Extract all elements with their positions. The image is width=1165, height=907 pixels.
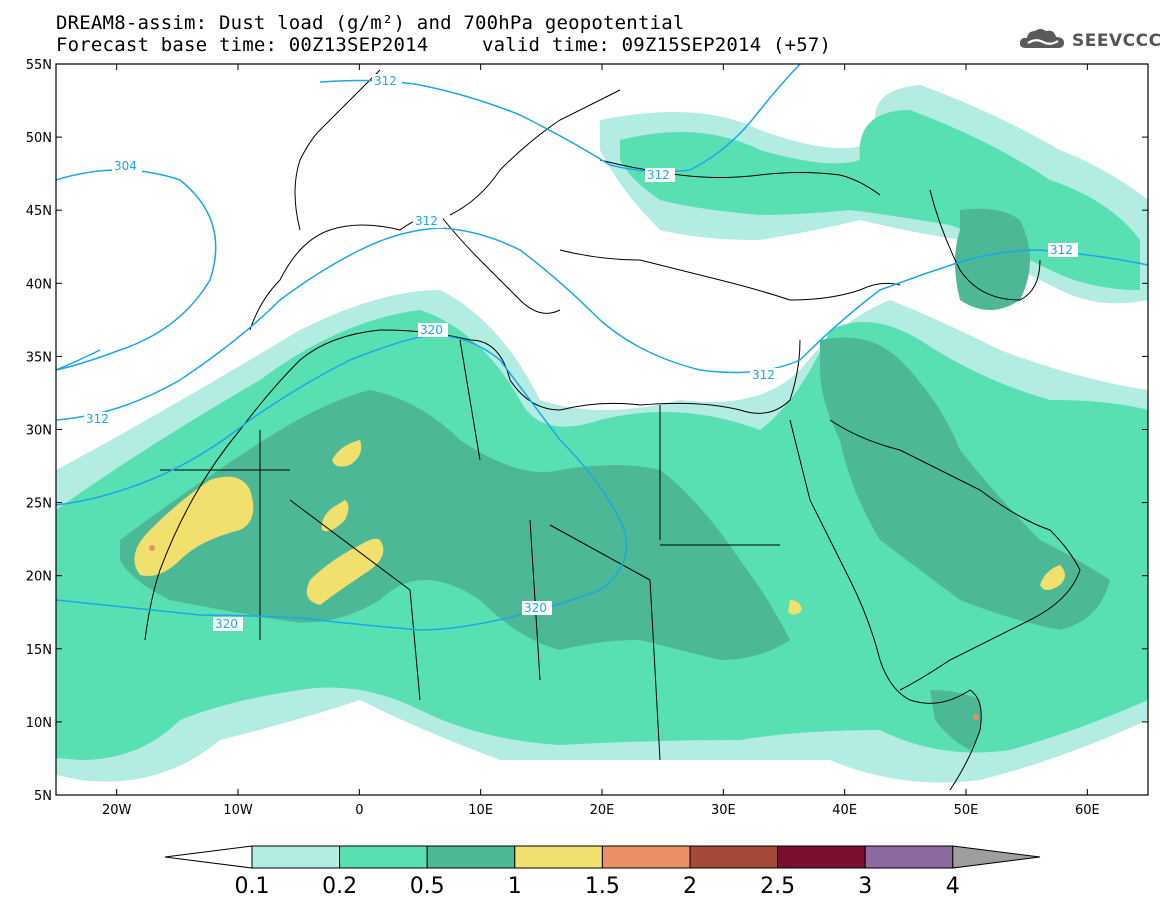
lon-label: 20E [590,803,615,818]
lat-label: 55N [26,58,52,73]
forecast-base-time: Forecast base time: 00Z13SEP2014 [56,34,429,56]
lat-label: 40N [26,277,52,292]
contour-label-312-f: 312 [86,412,109,426]
colorbar-segment [689,845,779,869]
lon-label: 0 [355,803,363,818]
colorbar-arrow-high [952,845,1041,869]
lon-label: 60E [1075,803,1100,818]
colorbar-tick-label: 0.1 [235,874,270,899]
lat-label: 10N [26,716,52,731]
colorbar-tick-label: 0.2 [322,874,357,899]
dust-band-05 [120,208,1110,750]
colorbar-segment [426,845,516,869]
valid-time: valid time: 09Z15SEP2014 (+57) [482,34,832,56]
contour-labels: 304 312 312 320 312 312 312 312 320 320 [84,74,1078,631]
colorbar-tick-label: 2.5 [760,874,795,899]
contour-label-312-b: 312 [415,214,438,228]
latitude-axis: 55N 50N 45N 40N 35N 30N 25N 20N 15N 10N 5N [26,58,1148,804]
colorbar-tick-label: 1.5 [585,874,620,899]
colorbar-tick-label: 2 [683,874,697,899]
colorbar-segment [777,845,866,869]
colorbar-tick-label: 4 [946,874,960,899]
lon-label: 10E [468,803,493,818]
colorbar-arrow-low [164,845,253,869]
lat-label: 35N [26,350,52,365]
colorbar: 0.1 0.2 0.5 1 1.5 2 2.5 3 4 [164,845,1041,899]
dust-fields: 304 312 312 320 312 312 312 312 320 320 [56,64,1148,795]
lon-label: 50E [954,803,979,818]
coastlines [144,69,1081,791]
seevccc-logo: SEEVCCC [1018,26,1162,56]
colorbar-tick-label: 1 [508,874,522,899]
colorbar-segment [514,845,603,869]
contour-label-304: 304 [114,159,137,173]
colorbar-tick-label: 3 [858,874,872,899]
lon-label: 10W [223,803,253,818]
lat-label: 50N [26,131,52,146]
lon-label: 30E [711,803,736,818]
contour-label-312-e: 312 [1050,243,1073,257]
lon-label: 40E [832,803,857,818]
lat-label: 45N [26,204,52,219]
longitude-axis: 20W 10W 0 10E 20E 30E 40E 50E 60E [102,64,1100,818]
lat-label: 15N [26,643,52,658]
colorbar-segment [251,845,341,869]
geopotential-contours [56,64,1148,631]
lat-label: 25N [26,497,52,512]
dust-band-15 [149,545,979,720]
contour-label-320-c: 320 [524,601,547,615]
colorbar-tick-label: 0.5 [410,874,445,899]
contour-label-312-c: 312 [647,168,670,182]
cloud-icon [1018,26,1068,56]
lat-label: 30N [26,424,52,439]
contour-label-320-b: 320 [215,617,238,631]
logo-text: SEEVCCC [1072,31,1162,51]
contour-label-320: 320 [420,323,443,337]
lat-label: 5N [34,789,52,804]
lon-label: 20W [102,803,132,818]
colorbar-segment [339,845,428,869]
lat-label: 20N [26,570,52,585]
colorbar-segment [601,845,691,869]
contour-label-312: 312 [374,74,397,88]
contour-label-312-d: 312 [752,368,775,382]
map-title: DREAM8-assim: Dust load (g/m²) and 700hP… [56,12,685,34]
colorbar-segment [864,845,954,869]
